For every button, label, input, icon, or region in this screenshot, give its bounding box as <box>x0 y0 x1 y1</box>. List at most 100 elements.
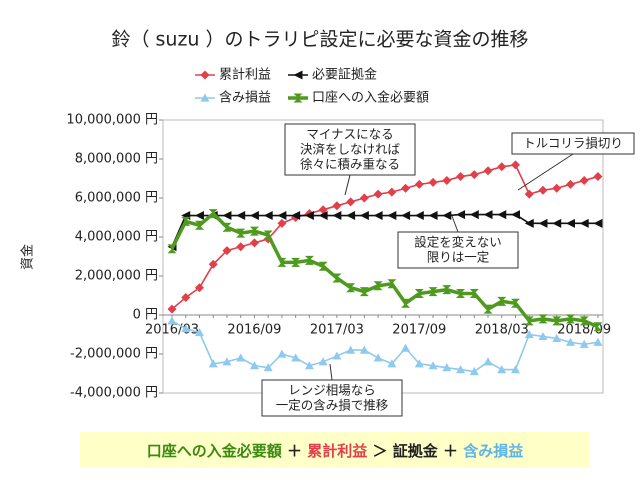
marker <box>497 296 507 306</box>
annotation-box <box>261 379 403 417</box>
marker <box>442 363 452 372</box>
marker <box>359 211 369 221</box>
marker <box>249 211 259 221</box>
marker <box>456 365 466 374</box>
marker <box>373 281 383 291</box>
y-tick-label: -2,000,000 円 <box>70 347 158 362</box>
marker <box>318 205 328 215</box>
marker <box>318 211 328 221</box>
marker <box>511 160 520 170</box>
marker <box>497 162 507 172</box>
annotation-pointer <box>517 153 574 191</box>
annotation-text: レンジ相場なら <box>288 383 376 398</box>
marker <box>524 189 534 199</box>
marker <box>359 193 369 203</box>
marker <box>538 185 548 195</box>
marker <box>497 365 507 374</box>
marker <box>428 361 438 370</box>
annotation-pointer <box>344 174 351 196</box>
marker <box>318 261 328 271</box>
marker <box>401 343 411 352</box>
marker <box>414 179 424 189</box>
marker <box>593 322 603 332</box>
marker <box>373 353 383 362</box>
marker <box>401 183 411 193</box>
marker <box>414 289 424 299</box>
y-tick-label: 10,000,000 円 <box>66 113 158 128</box>
marker <box>456 289 466 299</box>
formula-part: 累計利益 <box>307 442 367 460</box>
marker <box>387 279 397 289</box>
y-tick-label: -4,000,000 円 <box>70 386 158 401</box>
legend-label: 含み損益 <box>219 90 271 106</box>
marker <box>456 172 466 182</box>
formula-part: ＋ <box>438 442 463 460</box>
marker <box>442 175 452 185</box>
marker <box>236 228 246 238</box>
marker <box>249 361 259 370</box>
legend-label: 必要証拠金 <box>312 67 377 83</box>
marker <box>565 179 575 189</box>
marker <box>181 292 191 302</box>
marker <box>236 242 246 252</box>
marker <box>538 331 548 341</box>
marker <box>469 289 479 299</box>
marker <box>167 316 177 325</box>
marker <box>565 314 575 324</box>
marker <box>483 166 493 176</box>
legend-label: 累計利益 <box>219 67 271 83</box>
marker <box>387 187 397 197</box>
marker <box>483 357 493 366</box>
marker <box>511 298 520 308</box>
marker <box>181 324 191 333</box>
marker <box>332 351 342 360</box>
formula-box <box>80 432 590 468</box>
formula-part: 証拠金 <box>393 442 439 460</box>
annotation-pointer <box>329 363 333 381</box>
marker <box>346 283 356 293</box>
y-tick-label: 0 円 <box>133 308 158 323</box>
marker <box>524 330 534 339</box>
marker <box>552 183 562 193</box>
annotation-box <box>511 132 635 155</box>
marker <box>263 230 273 240</box>
marker <box>194 220 204 230</box>
marker <box>222 222 232 232</box>
y-axis-label: 資金 <box>20 244 36 270</box>
marker <box>497 210 507 220</box>
marker <box>208 209 218 219</box>
marker <box>277 349 287 358</box>
marker <box>293 93 303 103</box>
annotation-text: 一定の含み損で推移 <box>276 398 389 413</box>
marker <box>538 314 548 324</box>
annotation-pointer <box>451 215 459 233</box>
marker <box>346 197 356 207</box>
marker <box>222 357 232 366</box>
marker <box>593 172 603 182</box>
marker <box>483 304 493 314</box>
series-line <box>170 211 599 329</box>
marker <box>194 283 204 293</box>
marker <box>304 255 314 265</box>
marker <box>579 316 589 326</box>
marker <box>346 345 356 354</box>
marker <box>293 70 303 80</box>
marker <box>222 211 232 221</box>
marker <box>552 218 562 228</box>
marker <box>194 211 204 221</box>
marker <box>373 211 383 221</box>
marker <box>318 357 328 366</box>
marker <box>428 287 438 297</box>
marker <box>552 333 562 342</box>
marker <box>428 177 438 187</box>
legend-label: 口座への入金必要額 <box>312 90 429 106</box>
marker <box>401 298 411 308</box>
marker <box>249 238 259 248</box>
formula-part: ＋ <box>282 442 307 460</box>
marker <box>236 211 246 221</box>
annotation-text: 設定を変えない <box>414 235 502 250</box>
formula: 口座への入金必要額 ＋ 累計利益 ＞ 証拠金 ＋ 含み損益 <box>147 442 523 460</box>
marker <box>579 339 589 348</box>
marker <box>346 211 356 221</box>
